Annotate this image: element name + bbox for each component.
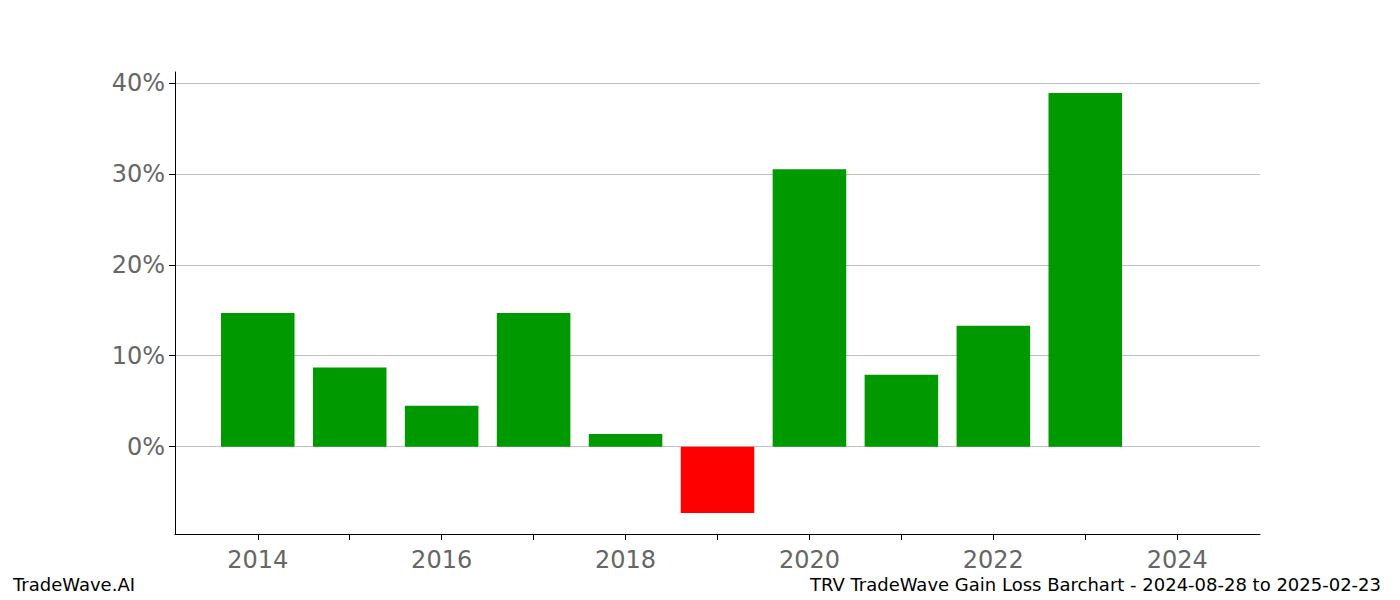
svg-text:20%: 20% <box>112 251 165 279</box>
svg-text:2016: 2016 <box>411 546 472 574</box>
svg-text:TradeWave.AI: TradeWave.AI <box>12 574 135 595</box>
svg-text:2014: 2014 <box>227 546 288 574</box>
svg-text:TRV TradeWave Gain Loss Barcha: TRV TradeWave Gain Loss Barchart - 2024-… <box>809 574 1381 595</box>
svg-text:30%: 30% <box>112 160 165 188</box>
svg-text:0%: 0% <box>127 433 165 461</box>
svg-text:2020: 2020 <box>779 546 840 574</box>
svg-text:40%: 40% <box>112 69 165 97</box>
svg-text:2018: 2018 <box>595 546 656 574</box>
svg-text:2024: 2024 <box>1147 546 1208 574</box>
svg-text:2022: 2022 <box>963 546 1024 574</box>
svg-text:10%: 10% <box>112 342 165 370</box>
